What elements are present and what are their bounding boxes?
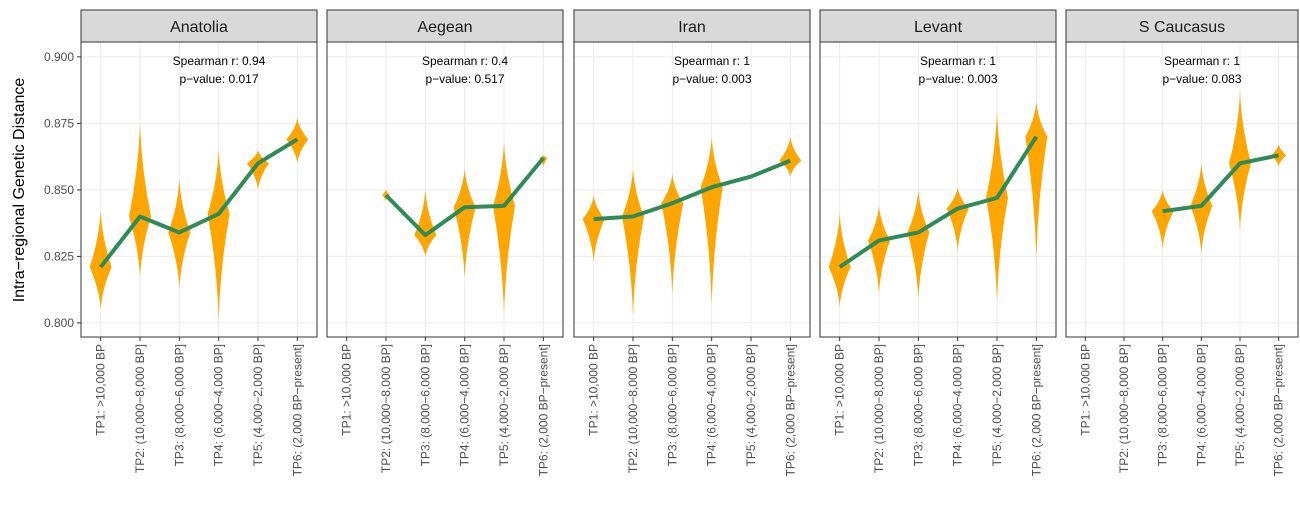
trend-line xyxy=(838,135,1039,269)
panel: Aegean Spearman r: 0.4 p−value: 0.517 TP1: … xyxy=(326,9,564,476)
violin xyxy=(1025,102,1048,260)
x-tick-label: TP2: (10,000−8,000 BP] xyxy=(133,344,147,473)
x-tick-label: TP5: (4,000−2,000 BP] xyxy=(497,344,511,466)
plot-border xyxy=(819,41,1057,338)
panel-title: Aegean xyxy=(417,19,472,36)
annotation: p−value: 0.017 xyxy=(179,72,258,86)
plot-border xyxy=(573,41,811,338)
x-tick-label: TP1: >10,000 BP xyxy=(587,344,601,436)
x-tick-label: TP3: (8,000−6,000 BP] xyxy=(418,344,432,466)
violin xyxy=(779,136,802,177)
annotation: Spearman r: 1 xyxy=(920,54,996,68)
x-tick-label: TP6: (2,000 BP−present] xyxy=(290,344,304,476)
panel-title: Iran xyxy=(678,19,706,36)
panel-title: S Caucasus xyxy=(1139,19,1225,36)
x-tick-label: TP3: (8,000−6,000 BP] xyxy=(911,344,925,466)
violin xyxy=(129,123,151,278)
panel: Iran Spearman r: 1 p−value: 0.003 TP1: >10,… xyxy=(573,9,811,476)
annotation: Spearman r: 0.4 xyxy=(422,54,508,68)
violin xyxy=(414,189,437,257)
x-tick-label: TP3: (8,000−6,000 BP] xyxy=(172,344,186,466)
violin xyxy=(700,136,723,305)
violin xyxy=(1271,144,1287,166)
x-tick-label: TP5: (4,000−2,000 BP] xyxy=(990,344,1004,466)
violin xyxy=(946,187,969,252)
annotation: p−value: 0.083 xyxy=(1162,72,1241,86)
x-tick-label: TP1: >10,000 BP xyxy=(833,344,847,436)
trend-line xyxy=(384,156,545,238)
violin xyxy=(868,205,890,294)
violin xyxy=(89,211,112,310)
x-tick-label: TP6: (2,000 BP−present] xyxy=(1272,344,1286,476)
violin xyxy=(1151,189,1174,249)
x-tick-label: TP1: >10,000 BP xyxy=(1078,344,1092,436)
y-tick-label: 0.825 xyxy=(44,249,74,263)
x-tick-label: TP4: (6,000−4,000 BP] xyxy=(212,344,226,466)
strip xyxy=(1065,9,1299,43)
x-tick-label: TP2: (10,000−8,000 BP] xyxy=(1117,344,1131,473)
x-tick-label: TP5: (4,000−2,000 BP] xyxy=(1233,344,1247,466)
x-tick-label: TP4: (6,000−4,000 BP] xyxy=(458,344,472,466)
panel-title: Anatolia xyxy=(170,19,228,36)
strip xyxy=(819,9,1057,43)
x-tick-label: TP4: (6,000−4,000 BP] xyxy=(951,344,965,466)
x-tick-label: TP1: >10,000 BP xyxy=(94,344,108,436)
x-tick-label: TP3: (8,000−6,000 BP] xyxy=(1156,344,1170,466)
panel: Levant Spearman r: 1 p−value: 0.003 TP1: >1… xyxy=(819,9,1057,476)
x-tick-label: TP6: (2,000 BP−present] xyxy=(783,344,797,476)
violin xyxy=(453,168,476,278)
x-tick-label: TP2: (10,000−8,000 BP] xyxy=(379,344,393,473)
x-tick-label: TP2: (10,000−8,000 BP] xyxy=(872,344,886,473)
annotation: p−value: 0.517 xyxy=(425,72,504,86)
violin xyxy=(828,213,851,307)
violin xyxy=(582,195,605,262)
y-tick-label: 0.875 xyxy=(44,116,74,130)
x-tick-label: TP5: (4,000−2,000 BP] xyxy=(744,344,758,466)
strip xyxy=(80,9,318,43)
violin xyxy=(1190,163,1213,254)
violin xyxy=(207,149,230,321)
plot-border xyxy=(80,41,318,338)
x-tick-label: TP5: (4,000−2,000 BP] xyxy=(251,344,265,466)
violin xyxy=(1229,91,1251,230)
annotation: Spearman r: 0.94 xyxy=(173,54,266,68)
panel: Anatolia Spearman r: 0.94 p−value: 0.017 TP… xyxy=(80,9,318,476)
x-tick-label: TP4: (6,000−4,000 BP] xyxy=(705,344,719,466)
violin xyxy=(907,189,930,299)
panel: S Caucasus Spearman r: 1 p−value: 0.083 TP1… xyxy=(1065,9,1299,476)
trend-line xyxy=(593,158,792,222)
panel-title: Levant xyxy=(914,19,963,36)
annotation: p−value: 0.003 xyxy=(672,72,751,86)
violin xyxy=(986,110,1008,302)
x-tick-label: TP2: (10,000−8,000 BP] xyxy=(626,344,640,473)
annotation: p−value: 0.003 xyxy=(918,72,997,86)
violin xyxy=(622,168,644,315)
y-tick-label: 0.850 xyxy=(44,183,74,197)
annotation: Spearman r: 1 xyxy=(1164,54,1240,68)
x-tick-label: TP1: >10,000 BP xyxy=(340,344,354,436)
x-tick-label: TP6: (2,000 BP−present] xyxy=(1029,344,1043,476)
annotation: Spearman r: 1 xyxy=(674,54,750,68)
x-tick-label: TP6: (2,000 BP−present] xyxy=(536,344,550,476)
trend-line xyxy=(99,137,299,269)
y-tick-label: 0.800 xyxy=(44,316,74,330)
x-tick-label: TP3: (8,000−6,000 BP] xyxy=(665,344,679,466)
strip xyxy=(326,9,564,43)
trend-line xyxy=(1162,153,1280,214)
violin xyxy=(493,142,515,315)
x-tick-label: TP4: (6,000−4,000 BP] xyxy=(1194,344,1208,466)
plot-border xyxy=(1065,41,1299,338)
plot-border xyxy=(326,41,564,338)
y-tick-label: 0.900 xyxy=(44,50,74,64)
y-axis-label: Intra−regional Genetic Distance xyxy=(11,78,28,303)
